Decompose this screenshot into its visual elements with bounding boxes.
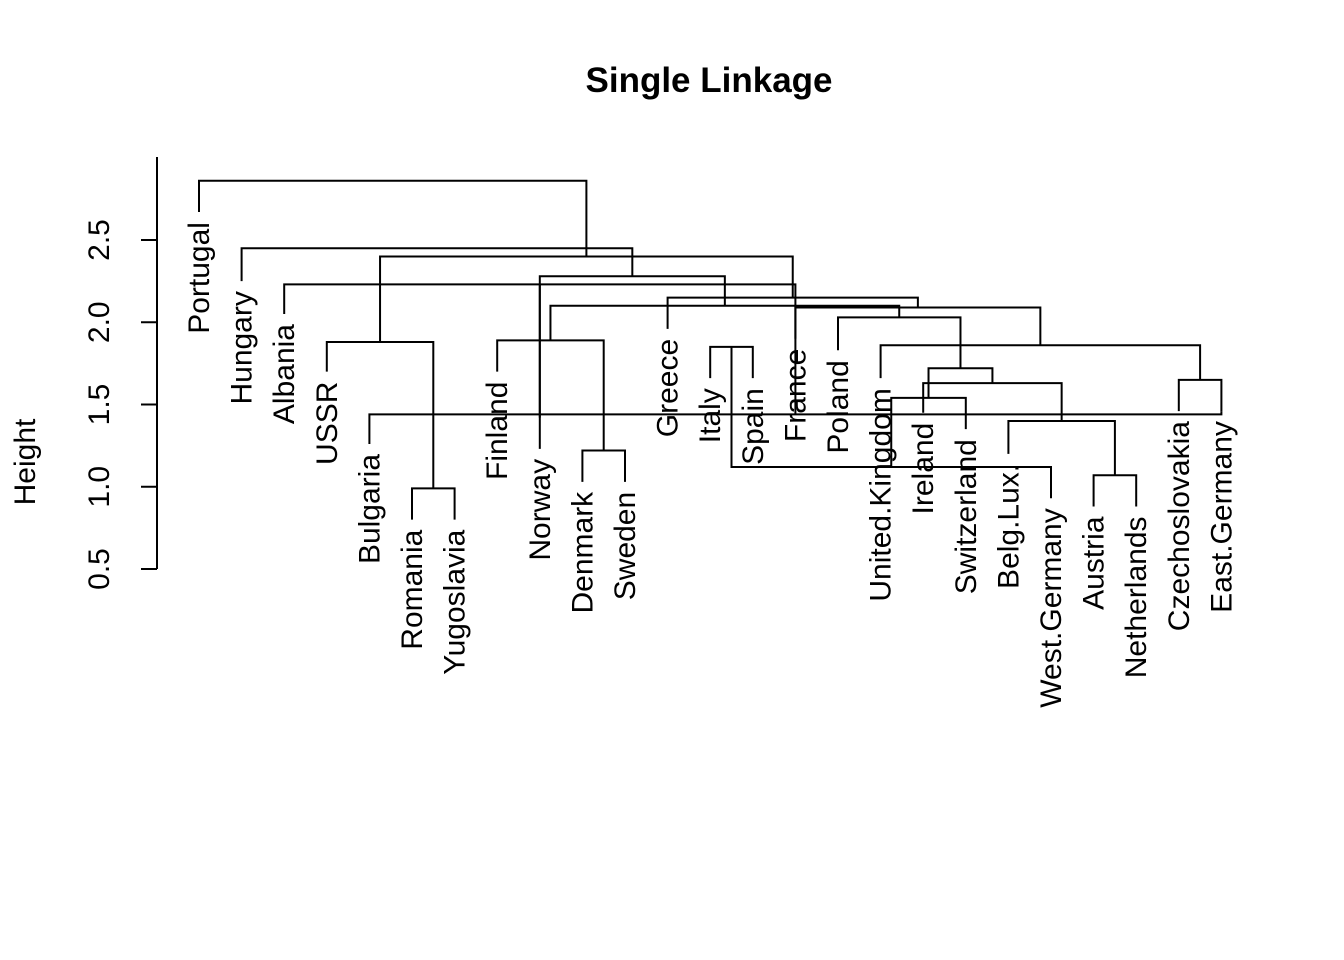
dendrogram-branches (198, 179, 1223, 520)
dendrogram-branch (549, 304, 901, 341)
dendrogram-branch (581, 449, 626, 482)
y-axis: 0.5 1.0 1.5 2.0 2.5 (83, 157, 158, 590)
leaf-label: East.Germany (1205, 421, 1238, 613)
leaf-label: Bulgaria (353, 454, 386, 564)
leaf-label: Spain (737, 388, 770, 465)
leaf-label: United.Kingdom (865, 388, 898, 601)
leaf-label: Poland (822, 360, 855, 453)
leaf-label: Italy (694, 388, 727, 443)
leaf-label: Sweden (609, 492, 642, 600)
leaf-labels: Portugal Hungary Albania USSR Bulgaria Romani… (183, 222, 1238, 708)
chart-title: Single Linkage (586, 61, 833, 100)
dendrogram-branch (411, 487, 456, 520)
dendrogram-branch (794, 306, 1042, 346)
dendrogram-branch (837, 316, 962, 369)
leaf-label: Greece (652, 339, 685, 437)
y-tick-label: 1.5 (83, 384, 116, 426)
leaf-label: USSR (311, 382, 344, 465)
dendrogram-branch (666, 296, 919, 329)
leaf-label: Norway (524, 459, 557, 561)
leaf-label: Albania (268, 324, 301, 424)
leaf-label: Denmark (566, 491, 599, 614)
y-tick-label: 0.5 (83, 548, 116, 590)
leaf-label: Ireland (907, 423, 940, 515)
leaf-label: Romania (396, 529, 429, 649)
leaf-label: Hungary (226, 291, 259, 404)
y-axis-label: Height (9, 418, 42, 505)
leaf-label: West.Germany (1035, 508, 1068, 708)
y-tick-label: 1.0 (83, 466, 116, 508)
leaf-label: Portugal (183, 222, 216, 334)
dendrogram-branch (1177, 378, 1223, 412)
leaf-label: France (779, 349, 812, 442)
y-tick-label: 2.0 (83, 301, 116, 343)
y-tick-label: 2.5 (83, 219, 116, 261)
leaf-label: Switzerland (950, 439, 983, 594)
leaf-label: Finland (481, 382, 514, 480)
leaf-label: Czechoslovakia (1163, 421, 1196, 631)
dendrogram-branch (379, 255, 794, 342)
dendrogram-branch (1092, 474, 1138, 507)
leaf-label: Yugoslavia (439, 529, 472, 674)
dendrogram-branch (240, 247, 634, 282)
leaf-label: Austria (1078, 516, 1111, 610)
leaf-label: Belg.Lux. (992, 464, 1025, 589)
dendrogram-branch (198, 179, 588, 257)
leaf-label: Netherlands (1120, 516, 1153, 678)
